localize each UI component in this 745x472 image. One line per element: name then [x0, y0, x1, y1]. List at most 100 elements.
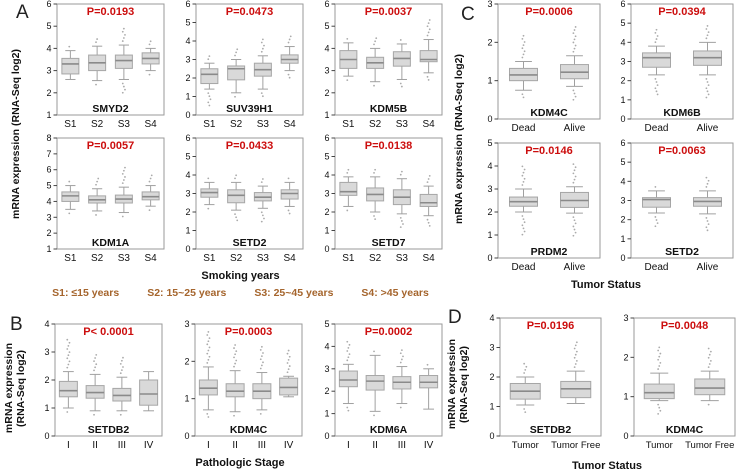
svg-text:0: 0 [324, 244, 329, 254]
svg-text:6: 6 [46, 0, 51, 9]
boxplot-a-kdm5b: 1 2 3 4 5 6 P=0.0037 S1 S2 S3 S4 KDM5B [324, 0, 443, 130]
svg-text:6: 6 [46, 165, 51, 175]
panel-label-a: A [16, 2, 29, 23]
svg-text:4: 4 [620, 37, 625, 47]
svg-text:Alive: Alive [697, 123, 719, 134]
svg-text:5: 5 [324, 21, 329, 31]
boxplot-c-setd2: 0 1 2 3 4 5 6 P=0.0063 Dead Alive SETD2 [620, 139, 734, 273]
panel-label-d: D [448, 307, 462, 328]
svg-text:S3: S3 [118, 119, 131, 130]
svg-text:SUV39H1: SUV39H1 [226, 103, 273, 115]
svg-text:6: 6 [620, 0, 625, 9]
panel-a-y-axis-label: mRNA expression (RNA-Seq log2) [10, 49, 22, 219]
panel-b-charts: 0 1 2 3 4 P< 0.0001 I II III IV SETDB2 0 1 2 3 P=0.0003… [30, 320, 450, 456]
svg-text:2: 2 [487, 37, 492, 47]
svg-text:SETDB2: SETDB2 [88, 424, 130, 436]
svg-text:4: 4 [489, 313, 494, 323]
panel-d-y-axis-label-line1: mRNA expression [446, 338, 458, 430]
svg-text:S4: S4 [284, 119, 297, 130]
svg-text:1: 1 [185, 92, 190, 102]
svg-text:3: 3 [324, 189, 329, 199]
svg-text:KDM4C: KDM4C [230, 424, 268, 436]
svg-text:2: 2 [185, 73, 190, 83]
legend-item-s2: S2: 15~25 years [147, 287, 227, 299]
svg-text:III: III [258, 440, 266, 451]
svg-text:IV: IV [284, 440, 294, 451]
svg-text:KDM5B: KDM5B [370, 103, 408, 115]
svg-text:Alive: Alive [697, 262, 719, 273]
svg-text:2: 2 [44, 375, 49, 385]
svg-text:P=0.0196: P=0.0196 [527, 320, 574, 332]
svg-text:SETD7: SETD7 [372, 237, 406, 249]
svg-text:3: 3 [620, 57, 625, 67]
svg-text:S3: S3 [396, 253, 409, 264]
svg-text:3: 3 [46, 66, 51, 76]
boxplot-d-kdm4c: 0 1 2 3 P=0.0048 Tumor Tumor Free KDM4C [623, 313, 736, 451]
svg-text:P=0.0473: P=0.0473 [226, 6, 273, 18]
svg-text:S1: S1 [64, 119, 77, 130]
svg-text:1: 1 [487, 230, 492, 240]
svg-text:2: 2 [324, 88, 329, 98]
svg-text:3: 3 [46, 212, 51, 222]
svg-text:3: 3 [324, 364, 329, 374]
panel-b: B mRNA expression (RNA-Seq log2) 0 1 2 3 4 P<… [0, 314, 458, 469]
svg-text:P=0.0193: P=0.0193 [87, 6, 134, 18]
svg-text:5: 5 [324, 152, 329, 162]
svg-text:2: 2 [489, 372, 494, 382]
panel-d-y-axis-label-line2: (RNA-Seq log2) [458, 345, 470, 423]
svg-text:6: 6 [324, 134, 329, 143]
svg-text:4: 4 [44, 320, 49, 329]
svg-text:II: II [372, 440, 378, 451]
panel-d-charts: 0 1 2 3 4 P=0.0196 Tumor Tumor Free SETDB2 0 1 2 3 P=… [473, 311, 741, 457]
svg-text:I: I [347, 440, 350, 451]
svg-text:1: 1 [623, 392, 628, 402]
svg-text:3: 3 [185, 55, 190, 65]
legend-item-s1: S1: ≤15 years [52, 287, 120, 299]
svg-text:5: 5 [324, 320, 329, 329]
boxplot-a-setd2: 0 1 2 3 4 5 6 P=0.0433 S1 S2 S3 S4 SETD2 [185, 134, 304, 264]
svg-text:0: 0 [489, 431, 494, 441]
svg-text:5: 5 [46, 181, 51, 191]
svg-text:I: I [67, 440, 70, 451]
panel-label-b: B [10, 314, 23, 335]
boxplot-c-prdm2: 0 1 2 3 4 5 P=0.0146 Dead Alive PRDM2 [487, 139, 601, 273]
svg-text:S2: S2 [369, 253, 382, 264]
panel-b-y-axis-label-line2: (RNA-Seq log2) [15, 349, 27, 427]
svg-text:P=0.0003: P=0.0003 [225, 326, 272, 338]
svg-text:KDM1A: KDM1A [92, 237, 130, 249]
panel-c-y-axis-label: mRNA expression (RNA-Seq log2) [453, 54, 465, 224]
svg-text:S1: S1 [203, 119, 216, 130]
svg-text:1: 1 [46, 110, 51, 120]
svg-text:1: 1 [185, 226, 190, 236]
svg-text:1: 1 [324, 110, 329, 120]
svg-text:4: 4 [324, 341, 329, 351]
svg-text:IV: IV [144, 440, 154, 451]
svg-text:2: 2 [46, 228, 51, 238]
svg-text:2: 2 [46, 88, 51, 98]
smoking-years-legend: S1: ≤15 years S2: 15~25 years S3: 25~45 … [32, 287, 449, 299]
boxplot-a-suv39h1: 0 1 2 3 4 5 6 P=0.0473 S1 S2 S3 S4 SUV39H1 [185, 0, 304, 130]
svg-text:0: 0 [324, 431, 329, 441]
svg-text:4: 4 [620, 176, 625, 186]
svg-text:Tumor: Tumor [512, 440, 539, 451]
svg-text:P=0.0138: P=0.0138 [365, 140, 412, 152]
svg-text:S1: S1 [203, 253, 216, 264]
svg-text:SMYD2: SMYD2 [92, 103, 128, 115]
svg-text:P=0.0006: P=0.0006 [525, 6, 572, 18]
boxplot-a-smyd2: 1 2 3 4 5 6 P=0.0193 S1 S2 S3 S4 SMYD2 [46, 0, 165, 130]
svg-text:SETD2: SETD2 [233, 237, 267, 249]
svg-text:2: 2 [184, 356, 189, 366]
svg-text:S3: S3 [118, 253, 131, 264]
svg-text:2: 2 [623, 352, 628, 362]
svg-text:S1: S1 [342, 253, 355, 264]
svg-text:IV: IV [424, 440, 434, 451]
svg-text:S3: S3 [257, 253, 270, 264]
svg-text:S4: S4 [145, 253, 158, 264]
svg-text:0: 0 [185, 244, 190, 254]
svg-text:0: 0 [44, 431, 49, 441]
svg-text:S2: S2 [369, 119, 382, 130]
boxplot-a-setd7: 0 1 2 3 4 5 6 P=0.0138 S1 S2 S3 S4 SETD7 [324, 134, 443, 264]
svg-text:5: 5 [46, 21, 51, 31]
svg-text:0: 0 [184, 431, 189, 441]
